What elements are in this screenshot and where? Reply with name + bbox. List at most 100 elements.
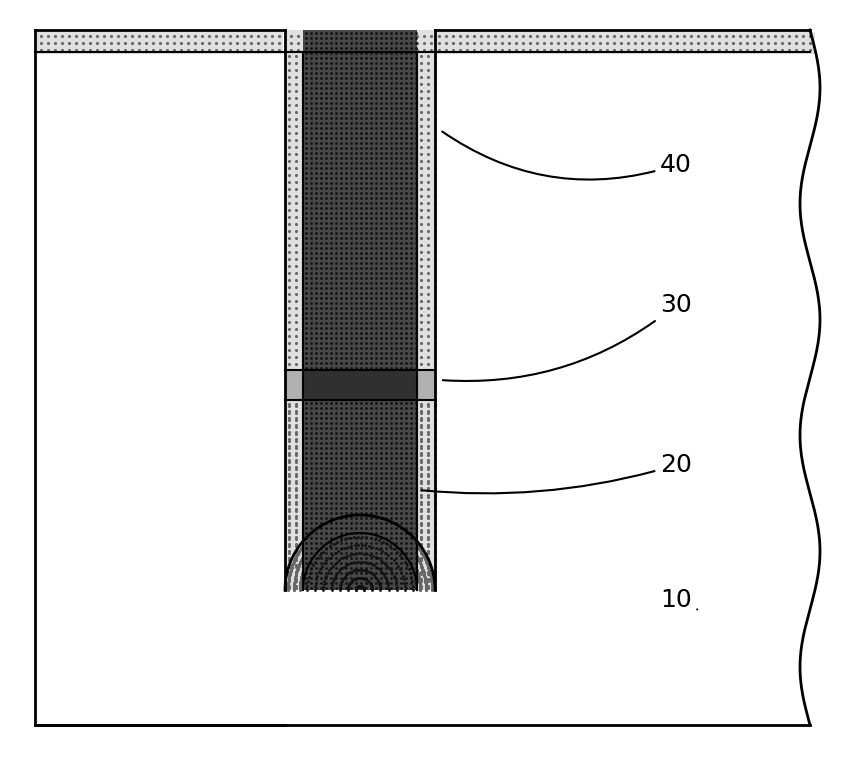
Point <box>319 31 332 43</box>
Point <box>343 302 357 314</box>
Point <box>282 512 295 524</box>
Point <box>282 203 295 215</box>
Point <box>414 490 427 503</box>
Point <box>414 421 427 433</box>
Point <box>258 30 272 42</box>
Point <box>359 512 372 524</box>
Point <box>349 281 362 293</box>
Point <box>314 127 327 139</box>
Point <box>393 506 407 518</box>
Point <box>354 524 367 536</box>
Point <box>413 576 426 588</box>
Point <box>326 559 339 572</box>
Point <box>364 362 377 374</box>
Point <box>414 551 427 563</box>
Point <box>409 192 422 204</box>
Point <box>299 61 312 74</box>
Point <box>341 513 354 525</box>
Point <box>354 127 367 139</box>
Point <box>296 503 310 515</box>
Point <box>369 321 382 334</box>
Point <box>369 496 382 509</box>
Point <box>404 362 417 374</box>
Point <box>398 502 412 514</box>
Point <box>379 291 393 303</box>
Point <box>282 280 295 293</box>
Point <box>404 346 417 359</box>
Point <box>329 537 343 549</box>
Point <box>358 518 371 531</box>
Point <box>359 481 372 493</box>
Point <box>384 356 398 368</box>
Point <box>393 302 407 314</box>
Point <box>338 551 352 563</box>
Point <box>409 327 422 339</box>
Point <box>364 211 377 224</box>
Point <box>523 36 536 49</box>
Point <box>393 431 407 443</box>
Point <box>428 133 442 146</box>
Point <box>299 487 312 499</box>
Point <box>319 402 332 414</box>
Point <box>384 562 398 574</box>
Point <box>374 356 387 368</box>
Point <box>354 522 367 534</box>
Point <box>111 43 124 55</box>
Point <box>396 526 409 538</box>
Point <box>299 202 312 214</box>
Point <box>258 36 272 49</box>
Point <box>345 518 359 531</box>
Point <box>296 196 310 208</box>
Point <box>388 152 402 164</box>
Point <box>378 571 392 583</box>
Point <box>343 86 357 99</box>
Point <box>343 477 357 489</box>
Point <box>352 580 365 592</box>
Point <box>409 206 422 218</box>
Point <box>414 140 427 152</box>
Point <box>338 572 352 584</box>
Point <box>388 46 402 58</box>
Point <box>296 175 310 187</box>
Point <box>314 36 327 49</box>
Point <box>364 396 377 409</box>
Point <box>401 539 415 551</box>
Point <box>369 256 382 268</box>
Point <box>385 526 398 538</box>
Point <box>329 568 343 581</box>
Point <box>364 242 377 254</box>
Point <box>294 575 307 587</box>
Point <box>288 196 302 208</box>
Point <box>677 30 690 42</box>
Point <box>188 30 201 42</box>
Point <box>374 522 387 534</box>
Point <box>428 190 442 202</box>
Point <box>319 46 332 58</box>
Point <box>307 537 321 550</box>
Point <box>329 572 343 584</box>
Point <box>409 71 422 83</box>
Point <box>319 96 332 108</box>
Point <box>579 36 592 49</box>
Point <box>359 321 372 334</box>
Point <box>398 441 412 453</box>
Point <box>304 42 317 54</box>
Point <box>304 327 317 339</box>
Point <box>324 452 338 464</box>
Point <box>349 177 362 189</box>
Point <box>324 192 338 204</box>
Point <box>324 437 338 449</box>
Point <box>124 36 138 49</box>
Point <box>326 531 339 543</box>
Point <box>124 43 138 55</box>
Point <box>324 231 338 243</box>
Point <box>294 583 307 595</box>
Point <box>309 537 322 549</box>
Point <box>404 152 417 164</box>
Point <box>406 544 420 556</box>
Point <box>354 136 367 149</box>
Point <box>420 211 434 223</box>
Point <box>414 456 427 468</box>
Point <box>296 231 310 243</box>
Point <box>398 356 412 368</box>
